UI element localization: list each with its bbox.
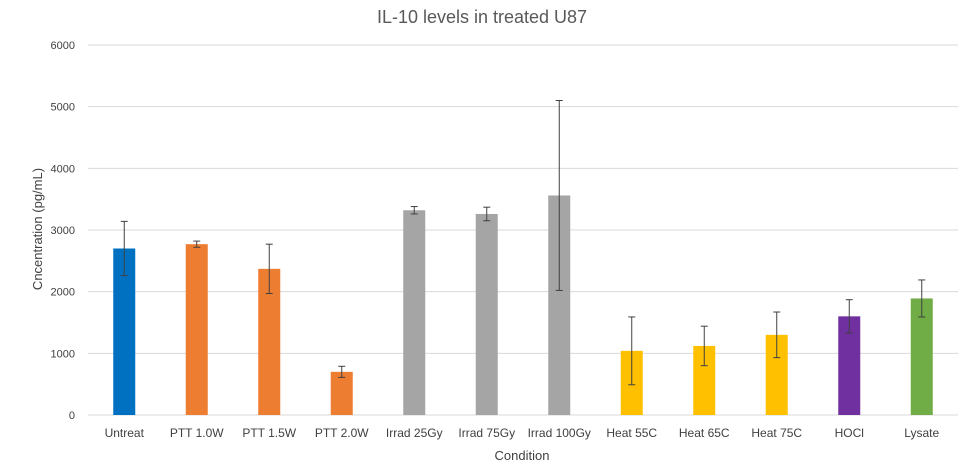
chart-title: IL-10 levels in treated U87 bbox=[377, 7, 587, 27]
y-tick-label: 5000 bbox=[51, 102, 75, 114]
x-tick-labels: Untreat PTT 1.0W PTT 1.5W PTT 2.0W Irrad 25G… bbox=[105, 426, 940, 440]
bars bbox=[113, 195, 933, 415]
x-tick-label: Untreat bbox=[105, 426, 145, 440]
grid-lines bbox=[88, 44, 958, 416]
y-tick-label: 6000 bbox=[51, 40, 75, 52]
x-axis-label: Condition bbox=[495, 448, 550, 463]
error-bar bbox=[483, 206, 491, 222]
x-tick-label: Irrad 25Gy bbox=[386, 426, 443, 440]
bar-irrad-100gy bbox=[548, 195, 571, 415]
error-bar bbox=[555, 100, 563, 291]
x-tick-label: Irrad 100Gy bbox=[528, 426, 591, 440]
error-bar bbox=[193, 240, 201, 248]
x-tick-label: Heat 55C bbox=[606, 426, 657, 440]
error-bar bbox=[338, 365, 346, 378]
y-tick-labels: 0 1000 2000 3000 4000 5000 6000 bbox=[51, 40, 75, 422]
error-bar bbox=[120, 220, 128, 277]
bar-untreat bbox=[113, 248, 136, 415]
bar-ptt-2-0w bbox=[330, 371, 353, 415]
bar-heat-75c bbox=[765, 334, 788, 415]
error-bar bbox=[410, 206, 418, 215]
x-tick-label: PTT 1.0W bbox=[170, 426, 224, 440]
bar-irrad-75gy bbox=[475, 213, 498, 415]
error-bar bbox=[628, 316, 636, 386]
error-bar bbox=[265, 243, 273, 295]
y-tick-label: 1000 bbox=[51, 348, 75, 360]
bar-ptt-1-0w bbox=[185, 244, 208, 415]
x-tick-label: Heat 65C bbox=[679, 426, 730, 440]
y-tick-label: 4000 bbox=[51, 163, 75, 175]
y-tick-label: 3000 bbox=[51, 225, 75, 237]
x-tick-label: PTT 2.0W bbox=[315, 426, 369, 440]
y-tick-label: 0 bbox=[69, 410, 75, 422]
x-tick-label: Heat 75C bbox=[751, 426, 802, 440]
bar-lysate bbox=[910, 298, 933, 415]
bar-heat-65c bbox=[693, 345, 716, 415]
bar-ptt-1-5w bbox=[258, 268, 281, 415]
bar-irrad-25gy bbox=[403, 210, 426, 415]
bar-hocl bbox=[838, 316, 861, 415]
error-bars bbox=[120, 100, 926, 386]
x-tick-label: PTT 1.5W bbox=[242, 426, 296, 440]
y-axis-label: Cncentration (pg/mL) bbox=[30, 168, 45, 290]
error-bar bbox=[845, 299, 853, 334]
x-tick-label: Irrad 75Gy bbox=[458, 426, 515, 440]
error-bar bbox=[918, 279, 926, 318]
y-tick-label: 2000 bbox=[51, 287, 75, 299]
error-bar bbox=[700, 325, 708, 367]
x-tick-label: Lysate bbox=[904, 426, 939, 440]
error-bar bbox=[773, 311, 781, 359]
x-tick-label: HOCl bbox=[835, 426, 864, 440]
